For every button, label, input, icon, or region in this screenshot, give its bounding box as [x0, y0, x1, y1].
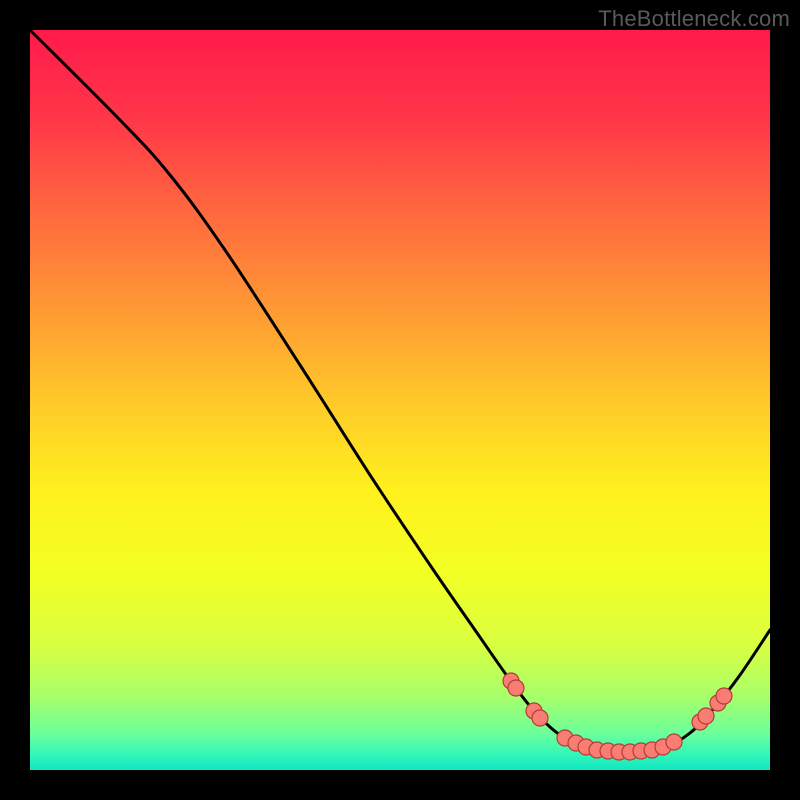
- curve-marker: [532, 710, 548, 726]
- chart-container: TheBottleneck.com: [0, 0, 800, 800]
- watermark-label: TheBottleneck.com: [598, 6, 790, 32]
- bottleneck-chart: [0, 0, 800, 800]
- curve-marker: [508, 680, 524, 696]
- curve-marker: [666, 734, 682, 750]
- curve-marker: [698, 708, 714, 724]
- curve-marker: [716, 688, 732, 704]
